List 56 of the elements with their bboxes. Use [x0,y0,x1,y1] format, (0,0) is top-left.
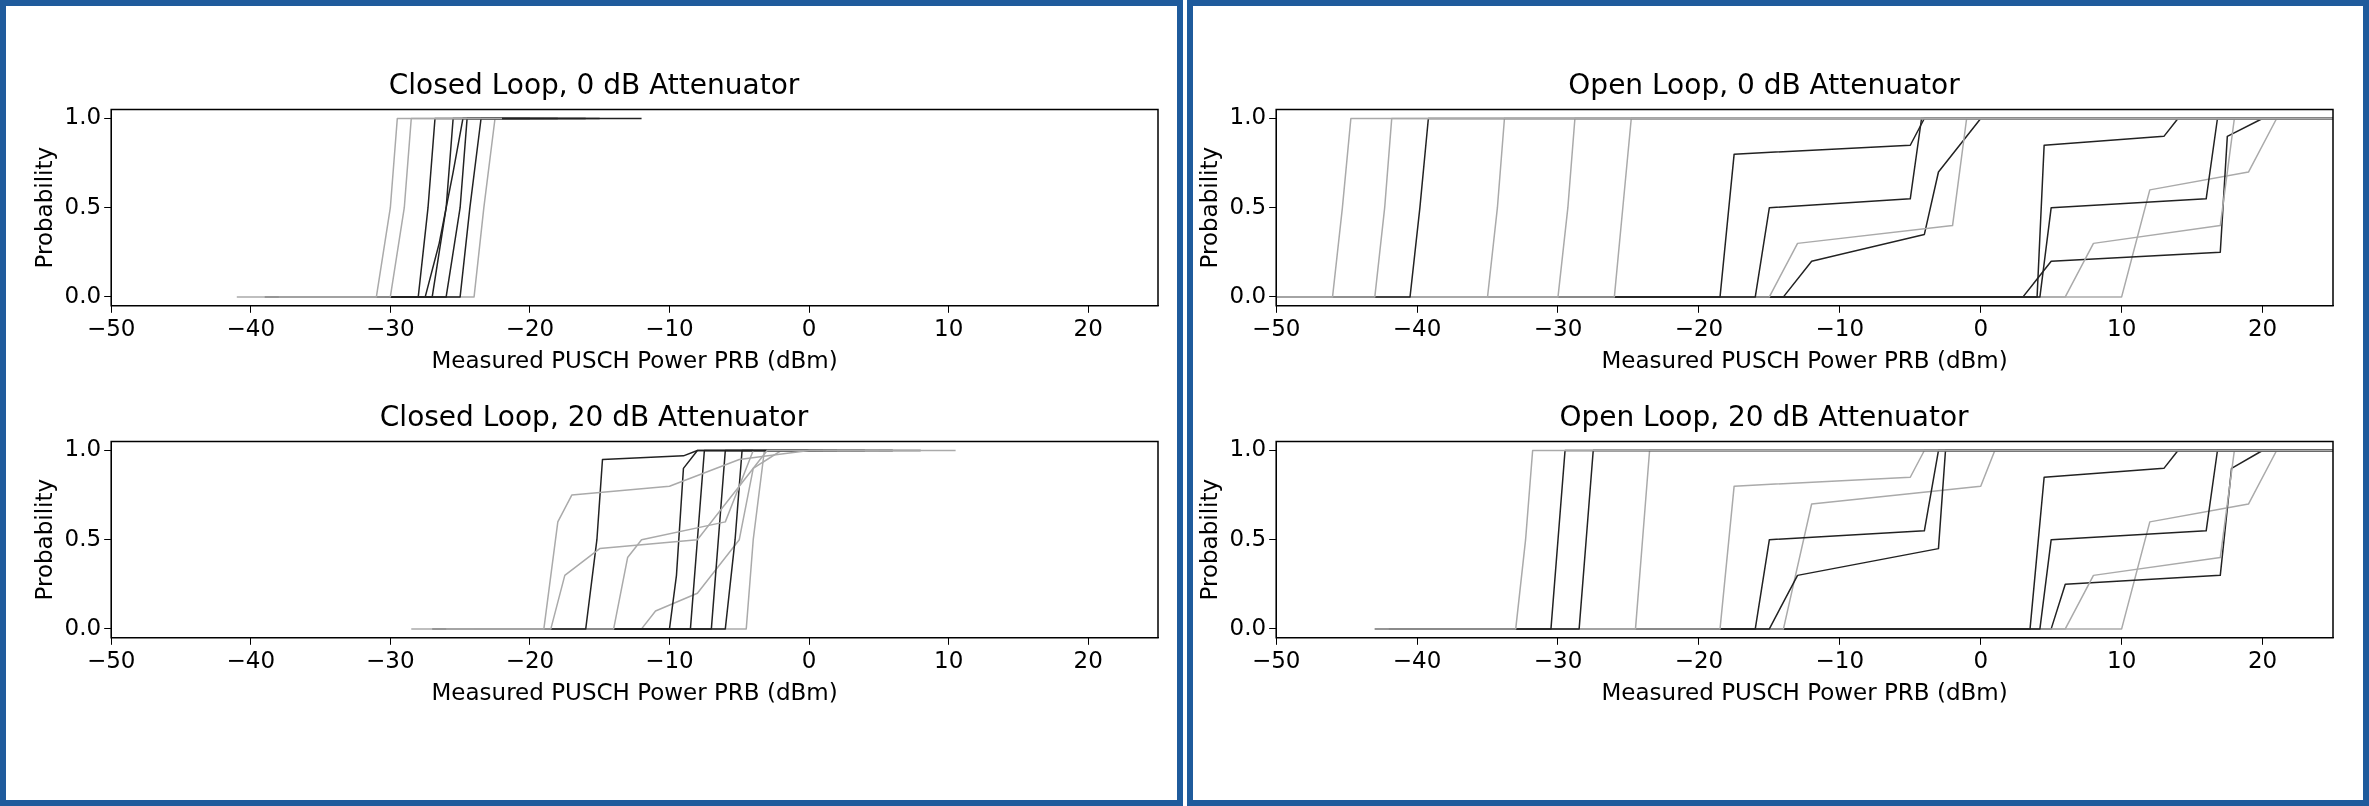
chart-title: Closed Loop, 20 dB Attenuator [379,400,809,434]
x-tick-label: −20 [505,646,555,673]
x-tick-label: 10 [2106,314,2137,341]
x-tick-label: 0 [1973,646,1989,673]
x-axis-title: Measured PUSCH Power PRB (dBm) [431,679,838,706]
x-tick-label: −40 [1392,646,1442,673]
x-tick-label: −10 [645,314,694,341]
x-tick-label: −20 [505,314,555,341]
chart-title: Open Loop, 20 dB Attenuator [1559,400,1970,434]
x-tick-label: 20 [1073,314,1103,341]
x-tick-label: 10 [933,314,964,341]
x-tick-label: −20 [1674,646,1724,673]
x-tick-label: −40 [1392,314,1442,341]
y-tick-label: 0.5 [64,192,102,219]
x-tick-label: −50 [86,646,136,673]
x-tick-label: −10 [1815,314,1865,341]
x-tick-label: 10 [2106,646,2137,673]
x-tick-label: −50 [1251,314,1301,341]
x-tick-label: −40 [226,314,276,341]
y-tick-label: 0.5 [1229,192,1267,219]
y-axis-title: Probability [1195,146,1222,269]
y-tick-label: 0.5 [1229,524,1267,551]
x-tick-label: 0 [801,314,817,341]
x-tick-label: −10 [1815,646,1865,673]
x-tick-label: −20 [1674,314,1724,341]
x-tick-label: 20 [2247,314,2278,341]
x-tick-label: −10 [645,646,694,673]
y-tick-label: 0.0 [1229,281,1267,308]
x-tick-label: 0 [1973,314,1989,341]
y-tick-label: 1.0 [1229,103,1267,130]
x-tick-label: 20 [2247,646,2278,673]
x-tick-label: −30 [366,646,415,673]
y-tick-label: 1.0 [64,435,102,462]
x-tick-label: 10 [933,646,964,673]
y-tick-label: 0.0 [64,281,102,308]
y-tick-label: 1.0 [1229,435,1267,462]
chart-title: Closed Loop, 0 dB Attenuator [388,68,800,102]
chart-title: Open Loop, 0 dB Attenuator [1568,68,1961,102]
y-tick-label: 1.0 [64,103,102,130]
x-tick-label: −50 [1251,646,1301,673]
x-tick-label: −30 [366,314,415,341]
y-axis-title: Probability [30,146,57,269]
x-axis-title: Measured PUSCH Power PRB (dBm) [1601,347,2008,374]
x-tick-label: −30 [1533,314,1583,341]
x-tick-label: −50 [86,314,136,341]
x-axis-title: Measured PUSCH Power PRB (dBm) [1601,679,2008,706]
x-tick-label: −30 [1533,646,1583,673]
y-tick-label: 0.5 [64,524,102,551]
y-axis-title: Probability [30,478,57,601]
x-tick-label: −40 [226,646,276,673]
y-axis-title: Probability [1195,478,1222,601]
x-tick-label: 0 [801,646,817,673]
y-tick-label: 0.0 [1229,613,1267,640]
y-tick-label: 0.0 [64,613,102,640]
x-axis-title: Measured PUSCH Power PRB (dBm) [431,347,838,374]
x-tick-label: 20 [1073,646,1103,673]
